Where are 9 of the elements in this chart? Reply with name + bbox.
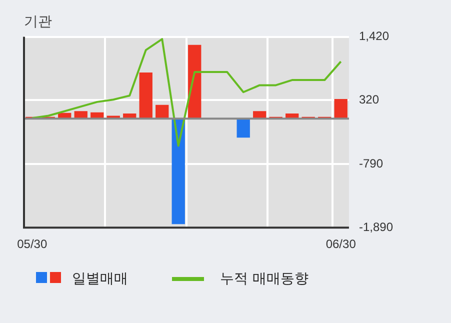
legend-label: 누적 매매동향: [220, 270, 308, 288]
y-tick-label: 1,420: [358, 29, 390, 44]
x-tick-label: 06/30: [326, 237, 356, 252]
chart-title: 기관: [24, 14, 52, 30]
x-tick-label: 05/30: [17, 237, 48, 252]
legend-label: 일별매매: [72, 270, 128, 288]
y-tick-label: -1,890: [358, 220, 394, 234]
y-tick-label: -790: [358, 156, 384, 171]
y-tick-label: 320: [358, 92, 380, 107]
